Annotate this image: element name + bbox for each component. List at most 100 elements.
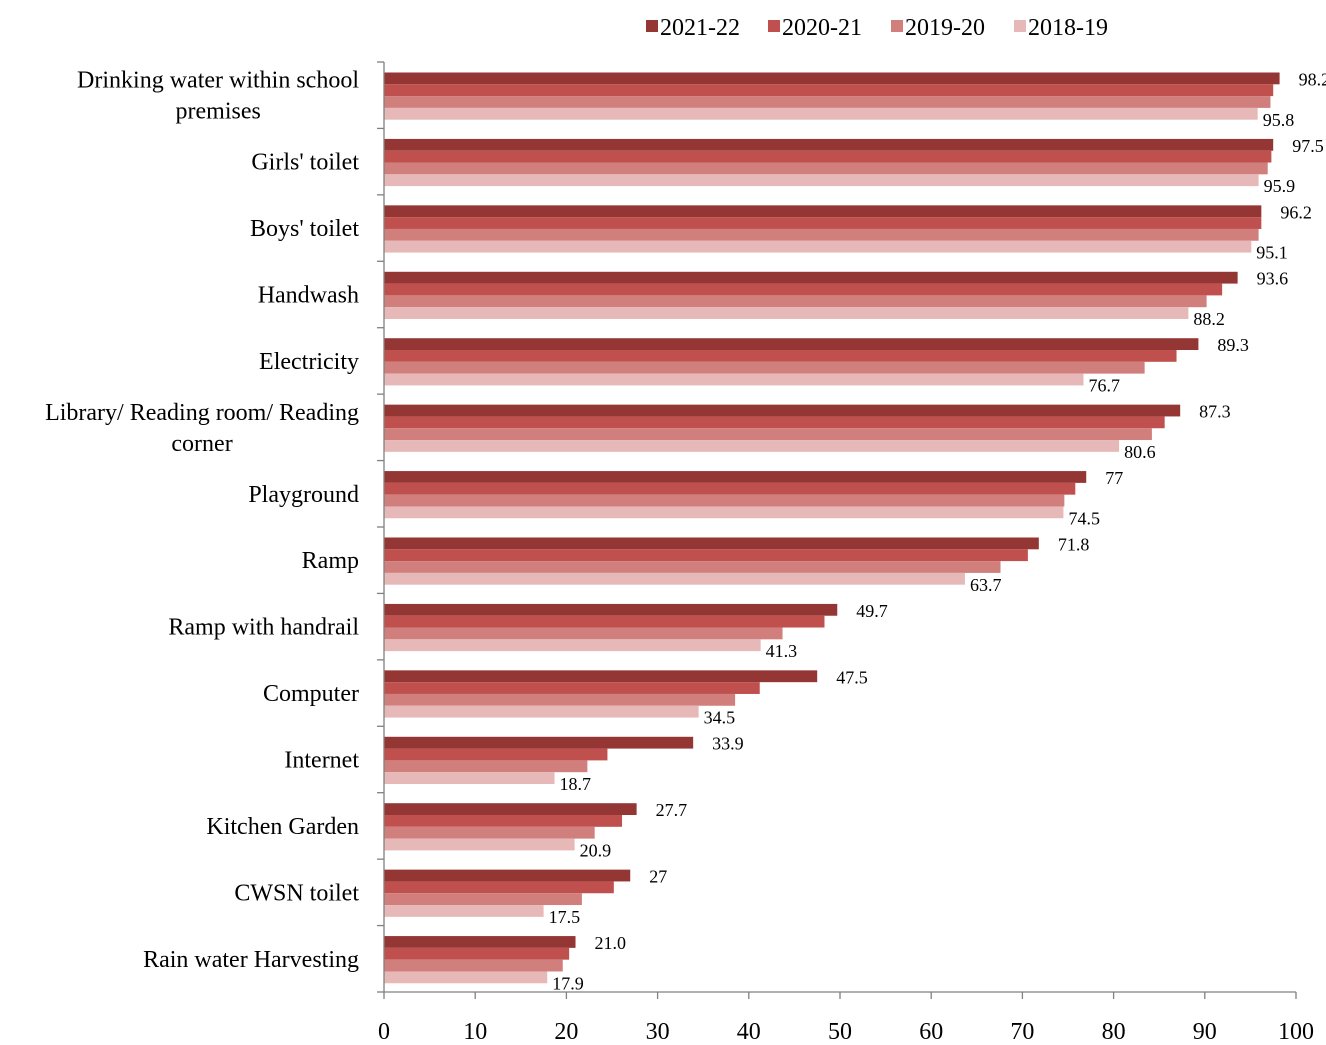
category-label: Computer [263, 681, 359, 707]
bar-2019-20-8 [384, 561, 1001, 573]
bar-2018-19-11 [384, 772, 555, 784]
x-tick-label: 70 [1010, 1019, 1034, 1045]
category-label: Internet [284, 748, 359, 774]
data-label-2018-19-9: 41.3 [766, 641, 798, 661]
x-tick-label: 80 [1102, 1019, 1126, 1045]
bar-2018-19-2 [384, 174, 1259, 187]
x-tick-label: 10 [463, 1019, 487, 1045]
bar-2020-21-7 [384, 482, 1076, 495]
bar-2020-21-5 [384, 350, 1177, 362]
category-label: Kitchen Garden [206, 814, 359, 840]
data-labels: 98.2 95.8 97.5 95.9 96.2 95.1 93.6 88.2 89.3 76.7… [549, 69, 1326, 993]
data-label-2021-22-14: 21.0 [595, 933, 627, 953]
x-tick-label: 0 [378, 1019, 390, 1045]
bar-2018-19-13 [384, 905, 544, 917]
bars [384, 72, 1280, 984]
bar-2018-19-3 [384, 240, 1252, 253]
data-label-2021-22-5: 89.3 [1217, 335, 1249, 355]
data-label-2018-19-14: 17.9 [552, 973, 584, 993]
x-tick-label: 30 [646, 1019, 670, 1045]
x-tick-label: 20 [554, 1019, 578, 1045]
bar-2020-21-8 [384, 549, 1028, 562]
category-label: CWSN toilet [234, 880, 359, 906]
bar-2019-20-6 [384, 428, 1152, 441]
legend-swatch-2021-22 [646, 20, 658, 32]
bar-2019-20-1 [384, 96, 1271, 108]
bar-2018-19-8 [384, 572, 965, 585]
category-labels: Drinking water within school premises Girl… [45, 68, 359, 973]
bar-2021-22-7 [384, 471, 1087, 483]
category-label: Ramp with handrail [168, 615, 359, 641]
bar-2021-22-4 [384, 271, 1238, 284]
data-label-2021-22-13: 27 [649, 867, 667, 887]
bar-2021-22-6 [384, 404, 1181, 417]
bar-2019-20-2 [384, 162, 1268, 175]
data-label-2018-19-8: 63.7 [970, 575, 1002, 595]
bar-2020-21-1 [384, 84, 1274, 97]
bar-2021-22-11 [384, 736, 694, 749]
bar-2021-22-14 [384, 936, 576, 948]
bar-2021-22-13 [384, 869, 631, 882]
data-label-2021-22-7: 77 [1105, 468, 1123, 488]
data-label-2018-19-7: 74.5 [1068, 508, 1100, 528]
bar-2019-20-7 [384, 494, 1065, 507]
bar-2020-21-14 [384, 947, 570, 960]
data-label-2021-22-2: 97.5 [1292, 136, 1324, 156]
x-tick-label: 100 [1278, 1019, 1314, 1045]
category-label: Library/ Reading room/ Reading [45, 400, 359, 426]
category-label: Ramp [302, 548, 359, 574]
data-label-2021-22-1: 98.2 [1299, 69, 1326, 89]
axes: 0 10 20 30 40 50 60 70 80 90 100 [377, 61, 1314, 1045]
bar-2019-20-3 [384, 228, 1259, 241]
legend-swatch-2020-21 [768, 20, 780, 32]
bar-2021-22-8 [384, 537, 1039, 550]
category-label: Girls' toilet [251, 150, 359, 176]
data-label-2021-22-11: 33.9 [712, 734, 744, 754]
x-tick-label: 60 [919, 1019, 943, 1045]
bar-2021-22-12 [384, 803, 637, 816]
category-label: Boys' toilet [250, 216, 359, 242]
bar-2021-22-5 [384, 338, 1199, 351]
bar-2020-21-11 [384, 748, 608, 761]
bar-2020-21-4 [384, 283, 1223, 296]
bar-2019-20-13 [384, 893, 582, 906]
category-label: Rain water Harvesting [143, 947, 359, 973]
bar-2019-20-4 [384, 295, 1207, 308]
category-label: Drinking water within school [77, 68, 359, 94]
bar-2020-21-12 [384, 815, 623, 827]
bar-2019-20-5 [384, 361, 1145, 374]
bar-2021-22-1 [384, 72, 1280, 85]
category-label: corner [171, 431, 232, 457]
bar-2020-21-10 [384, 682, 760, 694]
bar-2020-21-6 [384, 416, 1165, 429]
bar-2021-22-2 [384, 138, 1274, 151]
category-label: premises [176, 99, 261, 125]
bar-2018-19-9 [384, 639, 761, 652]
x-tick-label: 50 [828, 1019, 852, 1045]
bar-2018-19-1 [384, 107, 1258, 120]
bar-2021-22-3 [384, 205, 1262, 218]
data-label-2018-19-4: 88.2 [1193, 309, 1225, 329]
bar-2019-20-10 [384, 693, 736, 706]
legend-label-2019-20: 2019-20 [905, 15, 985, 41]
data-label-2021-22-8: 71.8 [1058, 534, 1090, 554]
bar-2018-19-14 [384, 971, 548, 984]
legend-label-2020-21: 2020-21 [782, 15, 862, 41]
data-label-2021-22-6: 87.3 [1199, 402, 1231, 422]
bar-2018-19-6 [384, 440, 1120, 452]
data-label-2018-19-2: 95.9 [1264, 176, 1296, 196]
bar-2020-21-9 [384, 615, 825, 628]
legend-swatch-2019-20 [891, 20, 903, 32]
bar-2020-21-2 [384, 150, 1272, 163]
bar-2019-20-14 [384, 959, 563, 972]
bar-2018-19-10 [384, 705, 699, 718]
x-tick-label: 90 [1193, 1019, 1217, 1045]
bar-2021-22-9 [384, 603, 838, 616]
bar-2018-19-12 [384, 838, 575, 851]
x-tick-label: 40 [737, 1019, 761, 1045]
legend-label-2021-22: 2021-22 [660, 15, 740, 41]
bar-2019-20-11 [384, 760, 588, 773]
data-label-2018-19-5: 76.7 [1089, 376, 1121, 396]
bar-2018-19-4 [384, 307, 1189, 319]
